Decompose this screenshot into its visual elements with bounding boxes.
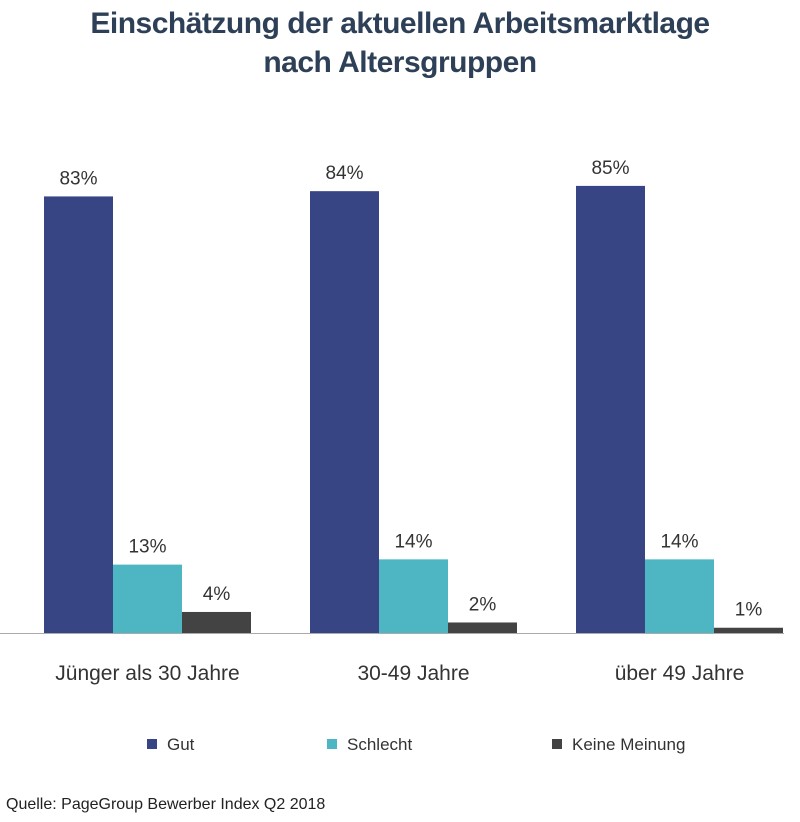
bar-3-2: [645, 559, 714, 633]
chart-title: Einschätzung der aktuellen Arbeitsmarktl…: [0, 4, 800, 82]
data-label-1-1: 83%: [59, 168, 97, 189]
source-note: Quelle: PageGroup Bewerber Index Q2 2018: [6, 796, 326, 813]
legend-label-1: Gut: [167, 735, 195, 754]
bar-3-1: [576, 185, 645, 633]
data-label-3-2: 14%: [660, 531, 698, 552]
data-label-1-3: 4%: [203, 584, 231, 605]
chart-title-line-2: nach Altersgruppen: [263, 46, 537, 79]
data-label-1-2: 13%: [128, 537, 166, 558]
bar-2-3: [448, 622, 517, 633]
data-label-2-3: 2%: [469, 594, 497, 615]
data-label-2-1: 84%: [325, 163, 363, 184]
bar-1-2: [113, 564, 182, 633]
category-label-2: 30-49 Jahre: [357, 662, 469, 685]
legend-label-2: Schlecht: [347, 735, 412, 754]
data-label-2-2: 14%: [394, 531, 432, 552]
legend-swatch-3: [552, 739, 562, 749]
category-label-3: über 49 Jahre: [615, 662, 745, 685]
legend-swatch-2: [327, 739, 337, 749]
legend-swatch-1: [147, 739, 157, 749]
bar-1-3: [182, 611, 251, 633]
bar-2-2: [379, 559, 448, 633]
chart-title-line-1: Einschätzung der aktuellen Arbeitsmarktl…: [90, 7, 710, 40]
bar-1-1: [44, 196, 113, 634]
bar-2-1: [310, 191, 379, 633]
bar-3-3: [714, 627, 783, 633]
legend-label-3: Keine Meinung: [572, 735, 685, 754]
data-label-3-1: 85%: [591, 158, 629, 179]
data-label-3-3: 1%: [735, 600, 763, 621]
category-label-1: Jünger als 30 Jahre: [55, 662, 239, 685]
